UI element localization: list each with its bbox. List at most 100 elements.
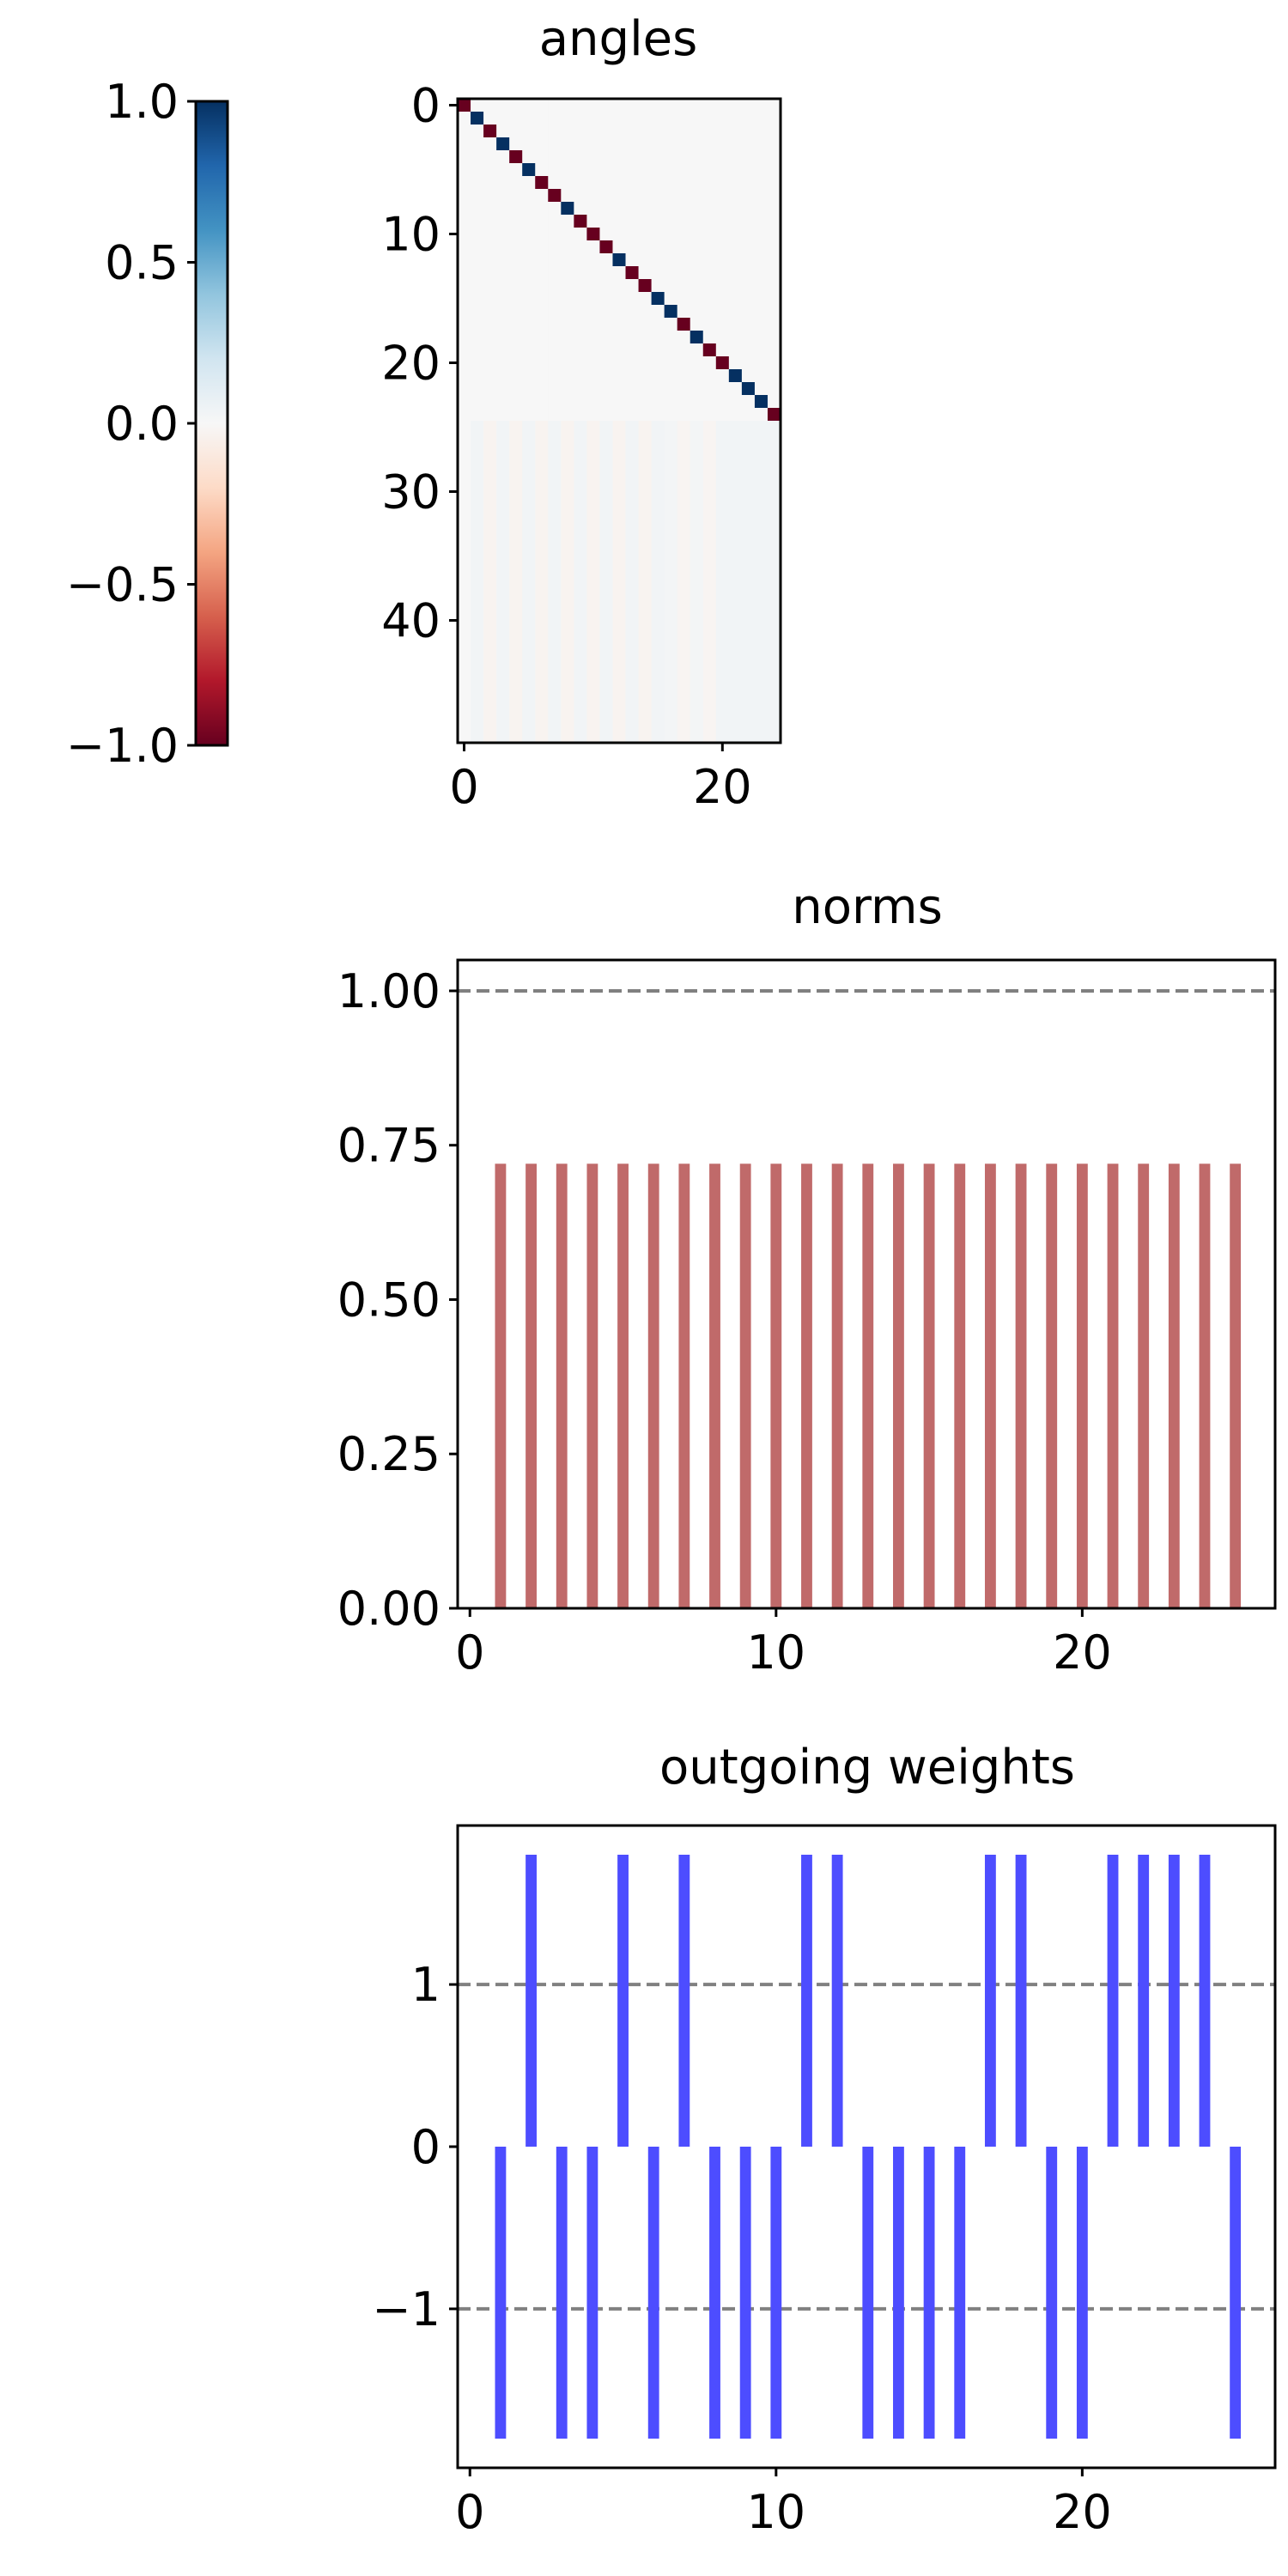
heatmap-cell <box>715 730 730 744</box>
heatmap-cell <box>741 653 756 666</box>
heatmap-cell <box>754 459 769 473</box>
heatmap-cell <box>677 537 691 550</box>
heatmap-cell <box>535 331 549 344</box>
heatmap-cell <box>702 228 717 241</box>
heatmap-cell <box>612 279 626 293</box>
heatmap-cell <box>574 511 587 525</box>
heatmap-cell <box>496 614 510 628</box>
heatmap-cell <box>548 665 562 679</box>
heatmap-cell <box>548 575 562 589</box>
heatmap-cell <box>754 434 769 447</box>
heatmap-cell <box>599 176 613 190</box>
heatmap-cell <box>574 356 587 370</box>
heatmap-cell <box>702 279 717 293</box>
heatmap-cell <box>509 305 523 319</box>
heatmap-cell <box>586 395 600 409</box>
heatmap-cell <box>741 279 756 293</box>
heatmap-cell <box>651 524 665 538</box>
heatmap-cell <box>599 653 613 666</box>
heatmap-cell <box>561 678 574 692</box>
heatmap-cell <box>690 485 704 499</box>
heatmap-cell <box>741 575 756 589</box>
weights-bar <box>862 2147 874 2439</box>
heatmap-cell <box>690 189 704 203</box>
heatmap-cell <box>638 125 652 138</box>
heatmap-cell <box>535 627 549 641</box>
heatmap-cell <box>690 150 704 164</box>
heatmap-cell <box>483 266 497 280</box>
heatmap-cell <box>625 266 639 280</box>
heatmap-cell <box>586 678 600 692</box>
heatmap-cell <box>767 292 781 306</box>
heatmap-cell <box>586 112 600 125</box>
heatmap-cell <box>767 511 781 525</box>
heatmap-cell <box>599 99 613 112</box>
heatmap-cell <box>677 601 691 615</box>
heatmap-cell <box>574 318 587 331</box>
heatmap-cell <box>638 228 652 241</box>
norms-bar <box>739 1163 751 1608</box>
heatmap-cell <box>638 202 652 216</box>
norms-bars <box>495 1163 1242 1608</box>
heatmap-cell <box>496 408 510 422</box>
heatmap-cell <box>638 189 652 203</box>
heatmap-cell <box>625 601 639 615</box>
heatmap-cell <box>599 511 613 525</box>
heatmap-cell <box>471 601 484 615</box>
heatmap-cell <box>548 318 562 331</box>
norms-bar <box>862 1163 874 1608</box>
heatmap-cell <box>664 550 678 563</box>
heatmap-cell <box>728 356 743 370</box>
heatmap-cell <box>561 318 574 331</box>
heatmap-cell <box>522 511 536 525</box>
heatmap-cell <box>561 601 574 615</box>
heatmap-cell <box>638 575 652 589</box>
heatmap-cell <box>483 202 497 216</box>
heatmap-cell <box>677 704 691 718</box>
heatmap-cell <box>754 485 769 499</box>
heatmap-cell <box>496 550 510 563</box>
heatmap-cell <box>728 434 743 447</box>
heatmap-cell <box>574 678 587 692</box>
heatmap-cell <box>458 331 471 344</box>
heatmap-cell <box>690 472 704 486</box>
heatmap-cell <box>690 202 704 216</box>
heatmap-cell <box>715 524 730 538</box>
heatmap-cell <box>561 331 574 344</box>
heatmap-cell <box>715 588 730 602</box>
heatmap-cell <box>715 112 730 125</box>
heatmap-cell <box>586 537 600 550</box>
heatmap-cell <box>638 704 652 718</box>
heatmap-cell <box>458 550 471 563</box>
heatmap-cell <box>651 704 665 718</box>
heatmap-cell <box>509 498 523 512</box>
heatmap-cell <box>664 382 678 396</box>
heatmap-cell <box>586 382 600 396</box>
heatmap-cell <box>509 202 523 216</box>
heatmap-cell <box>651 228 665 241</box>
heatmap-cell <box>754 356 769 370</box>
heatmap-cell <box>625 447 639 460</box>
heatmap-cell <box>483 215 497 228</box>
heatmap-cell <box>690 550 704 563</box>
heatmap-cell <box>586 524 600 538</box>
heatmap-cell <box>664 331 678 344</box>
heatmap-cell <box>599 395 613 409</box>
heatmap-cell <box>664 189 678 203</box>
heatmap-cell <box>471 253 484 267</box>
heatmap-cell <box>625 215 639 228</box>
heatmap-cell <box>651 485 665 499</box>
heatmap-cell <box>651 318 665 331</box>
heatmap-cell <box>483 292 497 306</box>
heatmap-cell <box>728 575 743 589</box>
heatmap-cell <box>638 511 652 525</box>
heatmap-cell <box>471 382 484 396</box>
heatmap-cell <box>664 640 678 653</box>
heatmap-cell <box>574 498 587 512</box>
heatmap-cell <box>458 408 471 422</box>
heatmap-cell <box>496 150 510 164</box>
heatmap-cell <box>574 472 587 486</box>
heatmap-cell <box>690 395 704 409</box>
heatmap-cell <box>690 421 704 434</box>
weights-title: outgoing weights <box>659 1740 1075 1795</box>
